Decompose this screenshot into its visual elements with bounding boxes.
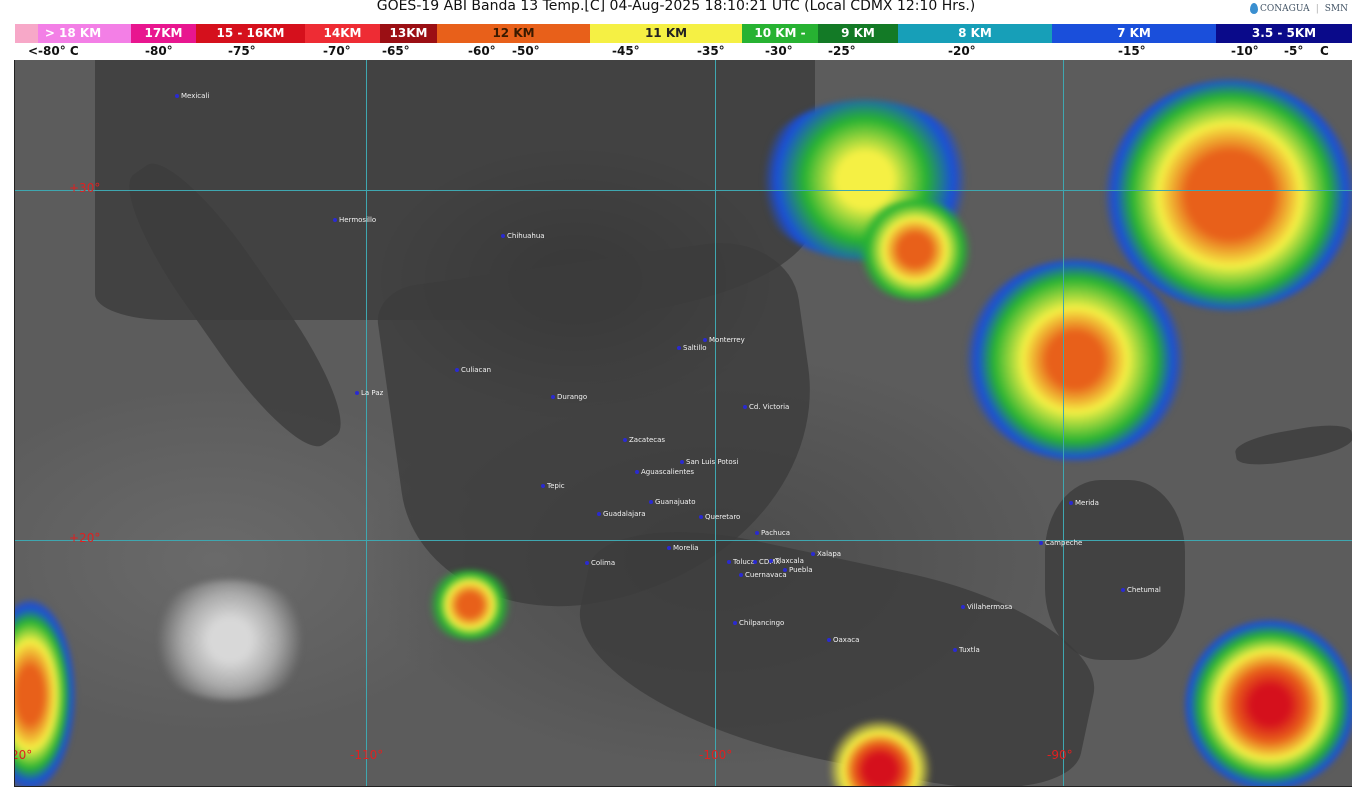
temperature-tick: -5° <box>1284 44 1304 58</box>
city-label: Cd. Victoria <box>743 403 789 411</box>
satellite-map: -120° -110° -100° -90° +30° +20° Mexicali Herm… <box>14 60 1352 787</box>
city-label: Mexicali <box>175 92 209 100</box>
temperature-tick: -75° <box>228 44 256 58</box>
temperature-tick: -80° <box>145 44 173 58</box>
longitude-label: -110° <box>350 748 384 762</box>
temperature-tick: C <box>1320 44 1329 58</box>
legend-band: 10 KM - <box>742 24 818 43</box>
temperature-tick: -20° <box>948 44 976 58</box>
latitude-label: +20° <box>69 531 101 545</box>
city-label: Guadalajara <box>597 510 646 518</box>
city-label: Monterrey <box>703 336 745 344</box>
city-label: Queretaro <box>699 513 740 521</box>
city-label: La Paz <box>355 389 383 397</box>
legend-band: 11 KM <box>590 24 742 43</box>
color-legend: > 18 KM 17KM 15 - 16KM 14KM 13KM 12 KM 11 KM 10… <box>0 24 1352 43</box>
city-label: Chilpancingo <box>733 619 784 627</box>
city-label: Tlaxcala <box>769 557 804 565</box>
city-label: Culiacan <box>455 366 491 374</box>
logo-divider: | <box>1315 3 1319 14</box>
city-label: Morelia <box>667 544 699 552</box>
city-label: Xalapa <box>811 550 841 558</box>
temperature-tick: -35° <box>697 44 725 58</box>
legend-band: 9 KM <box>818 24 898 43</box>
city-label: Durango <box>551 393 587 401</box>
latitude-line <box>15 190 1352 191</box>
temperature-tick: -60° <box>468 44 496 58</box>
legend-band: 15 - 16KM <box>196 24 305 43</box>
temperature-tick: <-80° C <box>28 44 79 58</box>
city-label: Tepic <box>541 482 565 490</box>
city-label: Pachuca <box>755 529 790 537</box>
city-label: Hermosillo <box>333 216 376 224</box>
temperature-tick: -25° <box>828 44 856 58</box>
city-label: Chetumal <box>1121 586 1161 594</box>
temperature-tick: -50° <box>512 44 540 58</box>
temperature-tick: -10° <box>1231 44 1259 58</box>
latitude-line <box>15 540 1352 541</box>
legend-band: 13KM <box>380 24 437 43</box>
city-label: Merida <box>1069 499 1099 507</box>
temperature-tick: -15° <box>1118 44 1146 58</box>
city-label: Oaxaca <box>827 636 859 644</box>
conagua-text: CONAGUA <box>1260 4 1310 14</box>
city-label: Saltillo <box>677 344 707 352</box>
city-label: Cuernavaca <box>739 571 787 579</box>
city-label: Tuxtla <box>953 646 980 654</box>
cloud-pacific-white <box>145 580 315 700</box>
city-label: Villahermosa <box>961 603 1012 611</box>
latitude-label: +30° <box>69 181 101 195</box>
city-label: Campeche <box>1039 539 1082 547</box>
legend-band: 3.5 - 5KM <box>1216 24 1352 43</box>
longitude-label: -100° <box>699 748 733 762</box>
city-label: Aguascalientes <box>635 468 694 476</box>
longitude-line <box>366 60 367 786</box>
conagua-logo: CONAGUA <box>1250 3 1310 14</box>
image-title: GOES-19 ABI Banda 13 Temp.[C] 04-Aug-202… <box>376 0 976 14</box>
city-label: Chihuahua <box>501 232 545 240</box>
temperature-tick: -30° <box>765 44 793 58</box>
city-label: Guanajuato <box>649 498 696 506</box>
temperature-tick: -45° <box>612 44 640 58</box>
legend-band: 12 KM <box>437 24 590 43</box>
temperature-tick: -65° <box>382 44 410 58</box>
temperature-tick: -70° <box>323 44 351 58</box>
legend-band: 8 KM <box>898 24 1052 43</box>
smn-logo: SMN <box>1324 3 1348 14</box>
longitude-label: -90° <box>1047 748 1073 762</box>
legend-band: > 18 KM <box>15 24 131 43</box>
city-label: San Luis Potosi <box>680 458 738 466</box>
yucatan <box>1045 480 1185 660</box>
longitude-label: -120° <box>15 748 33 762</box>
cloud-pacific-mid <box>425 570 515 640</box>
legend-band: 7 KM <box>1052 24 1216 43</box>
water-drop-icon <box>1250 3 1259 14</box>
cloud-gulf-1 <box>855 200 975 300</box>
city-label: Zacatecas <box>623 436 665 444</box>
longitude-line <box>715 60 716 786</box>
longitude-line <box>1063 60 1064 786</box>
city-label: Colima <box>585 559 615 567</box>
cloud-gulf-2 <box>965 260 1185 460</box>
city-label: Toluca <box>727 558 755 566</box>
agency-logos: CONAGUA | SMN <box>1250 3 1348 14</box>
legend-band: 17KM <box>131 24 196 43</box>
city-label: Puebla <box>783 566 813 574</box>
legend-band: 14KM <box>305 24 380 43</box>
cloud-louisiana <box>1105 80 1352 310</box>
cloud-caribbean <box>1185 620 1352 786</box>
cuba <box>1233 419 1352 471</box>
